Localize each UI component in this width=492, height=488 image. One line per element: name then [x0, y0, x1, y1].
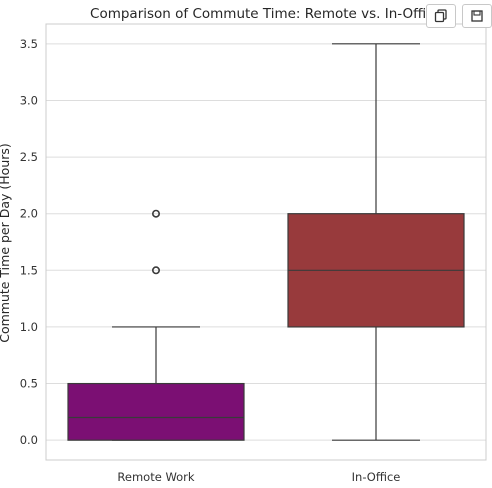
y-tick-label: 0.0 [20, 433, 38, 447]
x-tick-label: Remote Work [117, 470, 194, 484]
y-tick-label: 3.5 [20, 37, 38, 51]
copy-icon [434, 9, 447, 23]
x-axis: Remote Work In-Office [117, 470, 400, 484]
y-tick-label: 1.0 [20, 320, 38, 334]
outlier-point [152, 209, 161, 218]
y-tick-label: 2.5 [20, 150, 38, 164]
box-iqr [67, 382, 245, 441]
copy-button[interactable] [426, 4, 456, 28]
y-tick-label: 2.0 [20, 207, 38, 221]
box-0 [67, 209, 245, 441]
x-tick-label: In-Office [352, 470, 401, 484]
y-tick-label: 1.5 [20, 263, 38, 277]
y-axis-label: Commute Time per Day (Hours) [0, 143, 12, 343]
y-tick-label: 0.5 [20, 377, 38, 391]
plot-frame [45, 23, 487, 461]
boxes [67, 43, 465, 441]
outlier-point [152, 266, 161, 275]
y-tick-label: 3.0 [20, 93, 38, 107]
save-icon [471, 10, 483, 22]
y-axis: 0.0 0.5 1.0 1.5 2.0 2.5 3.0 3.5 [20, 37, 38, 447]
chart-toolbar [426, 4, 492, 28]
save-button[interactable] [462, 4, 492, 28]
chart-title: Comparison of Commute Time: Remote vs. I… [90, 6, 442, 22]
box-1 [287, 43, 465, 441]
